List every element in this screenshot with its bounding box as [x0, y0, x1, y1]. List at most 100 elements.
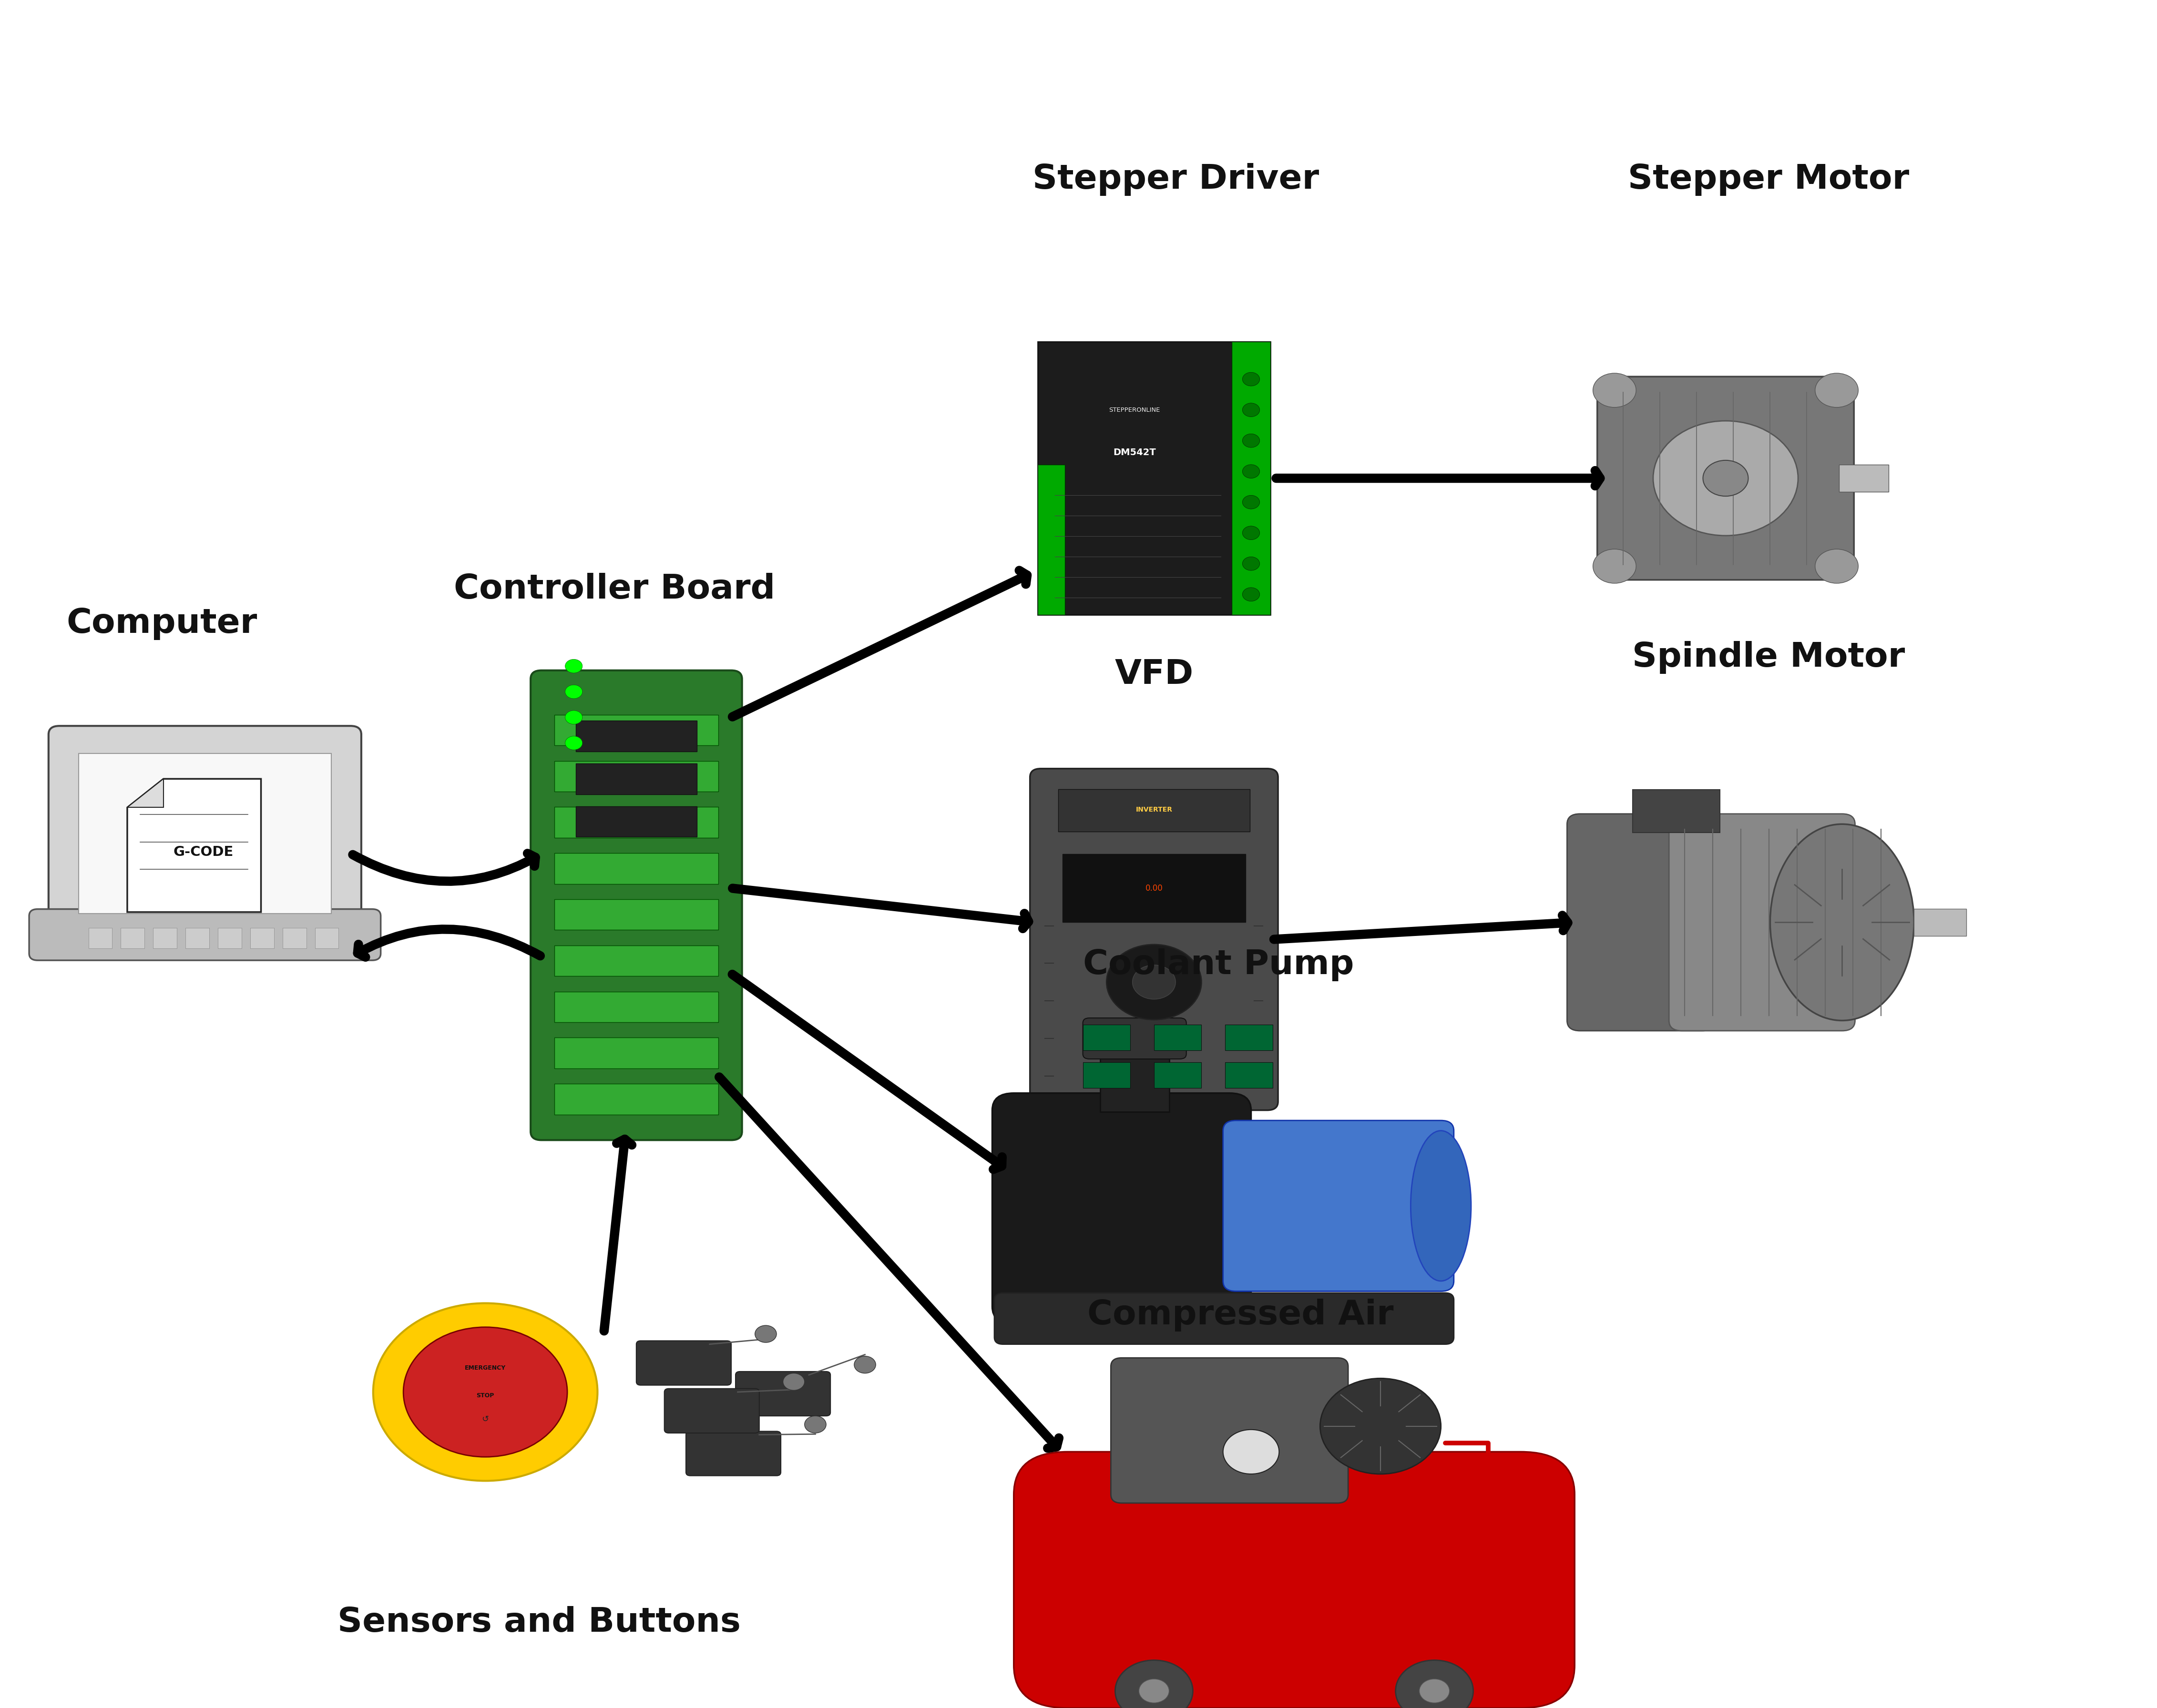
Bar [1225, 1062, 1273, 1088]
Text: STEPPERONLINE: STEPPERONLINE [1109, 407, 1160, 413]
Circle shape [1242, 526, 1260, 540]
Circle shape [755, 1325, 777, 1342]
Circle shape [1419, 1679, 1450, 1703]
Circle shape [1320, 1378, 1441, 1474]
Text: Compressed Air: Compressed Air [1087, 1298, 1393, 1332]
Bar [283, 927, 306, 948]
Bar [121, 927, 145, 948]
FancyBboxPatch shape [47, 726, 362, 924]
Circle shape [1816, 374, 1859, 408]
Circle shape [854, 1356, 876, 1373]
Bar [576, 806, 697, 837]
Text: Stepper Driver: Stepper Driver [1033, 162, 1318, 196]
Bar [186, 927, 209, 948]
Circle shape [1242, 434, 1260, 447]
Circle shape [1396, 1660, 1473, 1708]
Bar [1913, 909, 1967, 936]
Circle shape [1242, 588, 1260, 601]
Text: 0.00: 0.00 [1145, 883, 1163, 893]
Polygon shape [127, 779, 261, 912]
Text: ↺: ↺ [481, 1414, 490, 1424]
Circle shape [565, 736, 582, 750]
Text: VFD: VFD [1115, 658, 1193, 692]
FancyBboxPatch shape [1111, 1358, 1348, 1503]
Bar [1083, 1025, 1130, 1050]
Bar [218, 927, 242, 948]
Circle shape [1242, 495, 1260, 509]
Circle shape [1242, 557, 1260, 570]
Bar [1061, 854, 1247, 922]
Circle shape [565, 711, 582, 724]
Bar [1038, 342, 1270, 615]
Bar [1059, 789, 1251, 832]
Circle shape [1816, 548, 1859, 582]
Text: Stepper Motor: Stepper Motor [1629, 162, 1909, 196]
FancyBboxPatch shape [736, 1372, 830, 1416]
Text: G-CODE: G-CODE [173, 845, 233, 859]
FancyBboxPatch shape [531, 670, 742, 1141]
Circle shape [1242, 465, 1260, 478]
Bar [1100, 1047, 1169, 1112]
Text: STOP: STOP [477, 1392, 494, 1399]
Bar [554, 898, 718, 929]
Bar [1633, 789, 1719, 832]
FancyBboxPatch shape [1014, 1452, 1575, 1708]
Text: Sensors and Buttons: Sensors and Buttons [339, 1606, 740, 1640]
Bar [1225, 1025, 1273, 1050]
Bar [1232, 342, 1270, 615]
FancyBboxPatch shape [1566, 813, 1715, 1030]
Circle shape [805, 1416, 826, 1433]
FancyBboxPatch shape [994, 1293, 1454, 1344]
FancyBboxPatch shape [992, 1093, 1251, 1324]
Bar [554, 760, 718, 791]
FancyBboxPatch shape [1031, 769, 1277, 1110]
Text: EMERGENCY: EMERGENCY [464, 1365, 507, 1372]
Bar [88, 927, 112, 948]
Text: DM542T: DM542T [1113, 447, 1156, 458]
Bar [315, 927, 339, 948]
Bar [250, 927, 274, 948]
Bar [1083, 1062, 1130, 1088]
Circle shape [783, 1373, 805, 1390]
Circle shape [565, 685, 582, 699]
Ellipse shape [1411, 1131, 1471, 1281]
Circle shape [373, 1303, 597, 1481]
Text: Computer: Computer [67, 606, 257, 640]
Bar [554, 1083, 718, 1115]
Circle shape [1242, 372, 1260, 386]
Bar [554, 1037, 718, 1069]
FancyBboxPatch shape [1223, 1120, 1454, 1291]
Bar [554, 852, 718, 885]
Circle shape [1115, 1660, 1193, 1708]
Bar [1154, 1025, 1201, 1050]
FancyBboxPatch shape [30, 909, 382, 960]
Bar [78, 753, 332, 914]
Circle shape [1139, 1679, 1169, 1703]
Bar [1038, 465, 1066, 615]
Text: INVERTER: INVERTER [1135, 806, 1173, 813]
Bar [1838, 465, 1890, 492]
Circle shape [1704, 461, 1747, 497]
Ellipse shape [1771, 823, 1913, 1020]
Bar [576, 721, 697, 752]
Circle shape [1592, 548, 1637, 582]
Circle shape [1107, 945, 1201, 1020]
Circle shape [403, 1327, 567, 1457]
Bar [153, 927, 177, 948]
Bar [554, 945, 718, 977]
Circle shape [1592, 374, 1637, 408]
FancyBboxPatch shape [1670, 813, 1855, 1030]
Text: Coolant Pump: Coolant Pump [1083, 948, 1355, 982]
Circle shape [1132, 965, 1176, 999]
Bar [554, 991, 718, 1021]
FancyBboxPatch shape [636, 1341, 731, 1385]
Circle shape [1242, 403, 1260, 417]
FancyBboxPatch shape [1083, 1018, 1186, 1059]
Bar [554, 808, 718, 839]
FancyBboxPatch shape [664, 1389, 759, 1433]
FancyBboxPatch shape [1596, 377, 1855, 579]
Circle shape [565, 659, 582, 673]
Bar [1154, 1062, 1201, 1088]
Circle shape [1652, 420, 1799, 536]
Polygon shape [127, 779, 164, 808]
